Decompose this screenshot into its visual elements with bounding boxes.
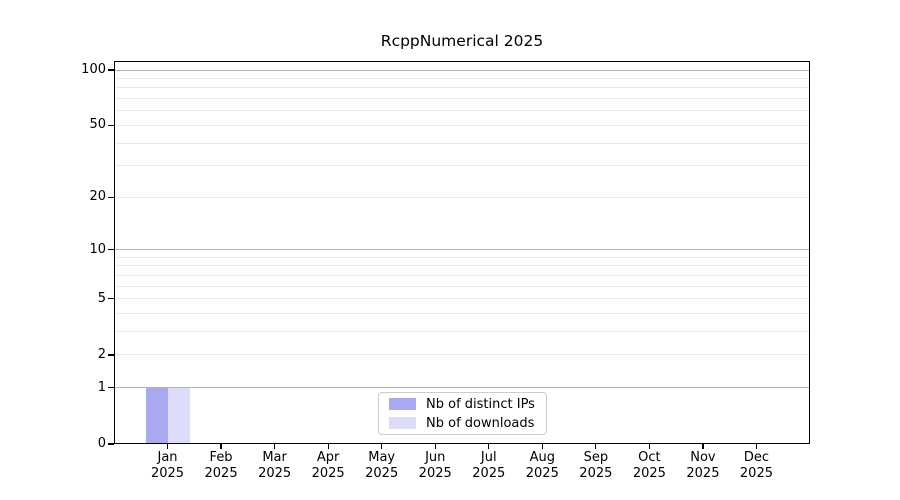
legend-label-distinct-ips: Nb of distinct IPs: [426, 396, 535, 412]
x-axis-tick-label: Dec 2025: [739, 450, 773, 481]
minor-gridline: [114, 98, 810, 100]
minor-gridline: [114, 265, 810, 267]
legend-swatch-downloads: [389, 417, 416, 429]
x-axis-tick: [755, 444, 758, 449]
plot-area: Nb of distinct IPs Nb of downloads 0 1 2 5 1…: [81, 61, 810, 481]
y-axis-tick-label: 5: [97, 290, 106, 306]
minor-gridline: [114, 165, 810, 167]
legend-label-downloads: Nb of downloads: [426, 415, 535, 431]
y-axis-tick: [108, 124, 114, 127]
major-gridline: [114, 69, 810, 71]
y-axis-tick: [108, 443, 114, 445]
x-axis-tick-label: Mar 2025: [258, 450, 292, 481]
minor-gridline: [114, 354, 810, 356]
y-axis-tick-label: 1: [97, 379, 106, 395]
x-axis-tick: [648, 444, 651, 449]
axis-spine-top: [114, 61, 810, 63]
x-axis-tick: [434, 444, 436, 449]
minor-gridline: [114, 331, 810, 333]
minor-gridline: [114, 142, 810, 144]
y-axis-tick: [108, 249, 114, 251]
major-gridline: [114, 249, 810, 251]
bar-nb-of-distinct-ips-jan-2025: [145, 387, 168, 444]
major-gridline: [114, 387, 810, 389]
y-axis-tick: [108, 196, 114, 198]
x-axis-tick-label: Sep 2025: [579, 450, 613, 481]
x-axis-tick-label: Aug 2025: [525, 450, 559, 481]
y-axis-tick-label: 20: [89, 189, 106, 205]
bar-nb-of-downloads-jan-2025: [167, 387, 190, 444]
y-axis-tick-label: 100: [81, 62, 106, 77]
x-axis-tick-label: Jun 2025: [418, 450, 452, 481]
y-axis-tick: [108, 298, 114, 300]
x-axis-tick: [273, 444, 276, 449]
minor-gridline: [114, 196, 810, 198]
minor-gridline: [114, 313, 810, 315]
x-axis-tick-label: Nov 2025: [686, 450, 720, 481]
minor-gridline: [114, 77, 810, 79]
legend: Nb of distinct IPs Nb of downloads: [378, 392, 547, 435]
legend-swatch-distinct-ips: [389, 398, 416, 410]
minor-gridline: [114, 110, 810, 112]
minor-gridline: [114, 274, 810, 276]
minor-gridline: [114, 124, 810, 126]
y-axis-tick: [108, 387, 114, 389]
y-axis-tick-label: 0: [97, 436, 106, 451]
legend-item-distinct-ips: Nb of distinct IPs: [386, 396, 539, 413]
x-axis-tick: [327, 444, 329, 449]
x-axis-tick: [541, 444, 543, 449]
y-axis-tick-label: 10: [89, 241, 106, 257]
x-axis-tick-label: Feb 2025: [204, 450, 238, 481]
minor-gridline: [114, 87, 810, 89]
x-axis-tick-label: May 2025: [365, 450, 399, 481]
legend-item-downloads: Nb of downloads: [386, 415, 539, 432]
x-axis-tick: [166, 444, 169, 449]
y-axis-tick-label: 50: [89, 117, 106, 133]
y-axis-tick: [108, 69, 114, 71]
axis-spine-right: [808, 61, 810, 444]
x-axis-tick-label: Jan 2025: [150, 450, 185, 481]
axis-spine-bottom: [114, 442, 810, 444]
x-axis-tick: [381, 444, 383, 449]
x-axis-tick-label: Jul 2025: [472, 450, 506, 481]
chart-title: RcppNumerical 2025: [380, 32, 544, 50]
x-axis-tick: [220, 444, 222, 449]
x-axis-tick-label: Oct 2025: [632, 450, 666, 481]
x-axis-tick: [488, 444, 490, 449]
y-axis-tick: [108, 354, 114, 356]
minor-gridline: [114, 298, 810, 300]
x-axis-tick: [595, 444, 597, 449]
axis-spine-left: [114, 61, 116, 444]
minor-gridline: [114, 256, 810, 258]
x-axis-tick-label: Apr 2025: [311, 450, 345, 481]
x-axis-tick: [702, 444, 704, 449]
minor-gridline: [114, 285, 810, 287]
y-axis-tick-label: 2: [97, 346, 106, 362]
